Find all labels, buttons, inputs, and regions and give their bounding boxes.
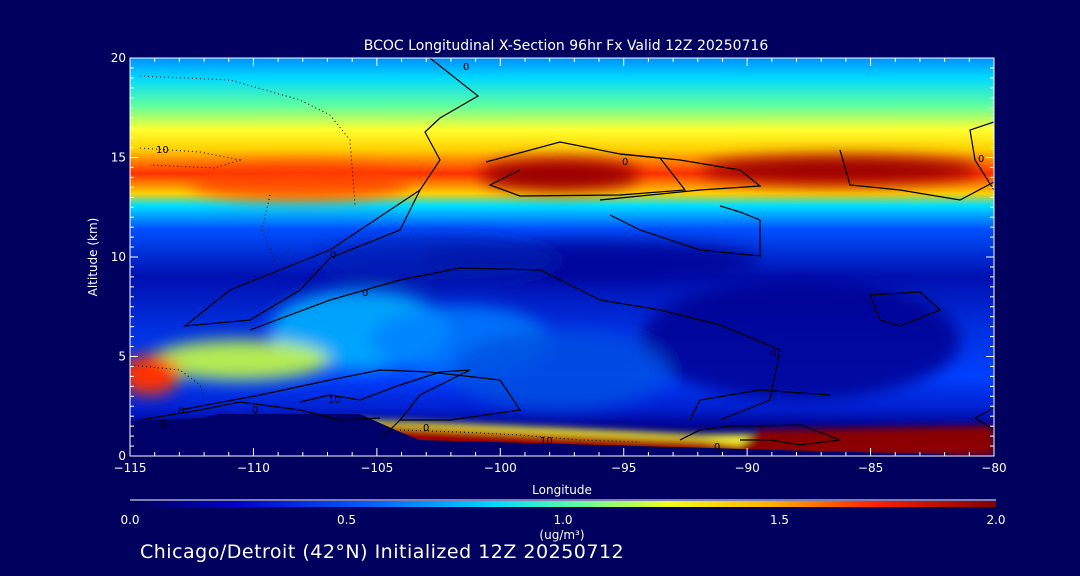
contour-labels: 0 10 0 0 0 0 10 0 0 0 10 0 0 0 bbox=[156, 62, 984, 453]
contour-label: 0 bbox=[622, 157, 628, 168]
colorbar-tick-label: 0.5 bbox=[337, 513, 356, 527]
contour-label: 0 bbox=[362, 288, 368, 299]
contour-label: 0 bbox=[463, 62, 469, 73]
x-tick-label: −85 bbox=[858, 461, 883, 475]
x-axis: −115 −110 −105 −100 −95 −90 −85 −80 bbox=[114, 58, 1007, 475]
contour-label: 0 bbox=[160, 419, 166, 430]
x-tick-label: −115 bbox=[114, 461, 147, 475]
contour-label: 10 bbox=[156, 145, 169, 156]
footer-initialization-note: Chicago/Detroit (42°N) Initialized 12Z 2… bbox=[140, 541, 625, 563]
contour-dotted bbox=[130, 75, 641, 443]
y-tick-label: 0 bbox=[118, 449, 126, 463]
contour-label: 10 bbox=[328, 395, 341, 406]
y-tick-label: 10 bbox=[111, 250, 126, 264]
contour-label: 0 bbox=[178, 406, 184, 417]
colorbar-ticks: 0.0 0.5 1.0 1.5 2.0 bbox=[120, 513, 1005, 527]
x-tick-label: −95 bbox=[611, 461, 636, 475]
y-tick-label: 20 bbox=[111, 51, 126, 65]
colorbar-tick-label: 2.0 bbox=[986, 513, 1005, 527]
contour-label: 0 bbox=[330, 250, 336, 261]
x-tick-label: −80 bbox=[981, 461, 1006, 475]
contour-label: 0 bbox=[252, 405, 258, 416]
contour-label: 0 bbox=[714, 442, 720, 453]
contour-label: 0 bbox=[423, 423, 429, 434]
colorbar-tick-label: 1.5 bbox=[770, 513, 789, 527]
y-axis: 0 5 10 15 20 bbox=[111, 51, 994, 463]
colorbar: 0.0 0.5 1.0 1.5 2.0 (ug/m³) bbox=[120, 499, 1006, 542]
colorbar-unit-label: (ug/m³) bbox=[539, 528, 584, 542]
y-axis-label: Altitude (km) bbox=[86, 218, 100, 297]
x-tick-label: −110 bbox=[237, 461, 270, 475]
contour-label: 0 bbox=[770, 348, 776, 359]
colorbar-tick-label: 1.0 bbox=[553, 513, 572, 527]
colorbar-gradient bbox=[130, 501, 996, 507]
x-axis-label: Longitude bbox=[532, 483, 592, 497]
x-tick-label: −100 bbox=[484, 461, 517, 475]
contour-label: 0 bbox=[978, 154, 984, 165]
y-tick-label: 15 bbox=[111, 151, 126, 165]
contour-lines bbox=[139, 58, 994, 446]
contour-label: 10 bbox=[540, 436, 553, 447]
x-tick-label: −105 bbox=[360, 461, 393, 475]
y-tick-label: 5 bbox=[118, 350, 126, 364]
heatmap-field: 0 10 0 0 0 0 10 0 0 0 10 0 0 0 bbox=[130, 58, 994, 456]
colorbar-tick-label: 0.0 bbox=[120, 513, 139, 527]
x-tick-label: −90 bbox=[734, 461, 759, 475]
chart-title: BCOC Longitudinal X-Section 96hr Fx Vali… bbox=[364, 38, 769, 54]
